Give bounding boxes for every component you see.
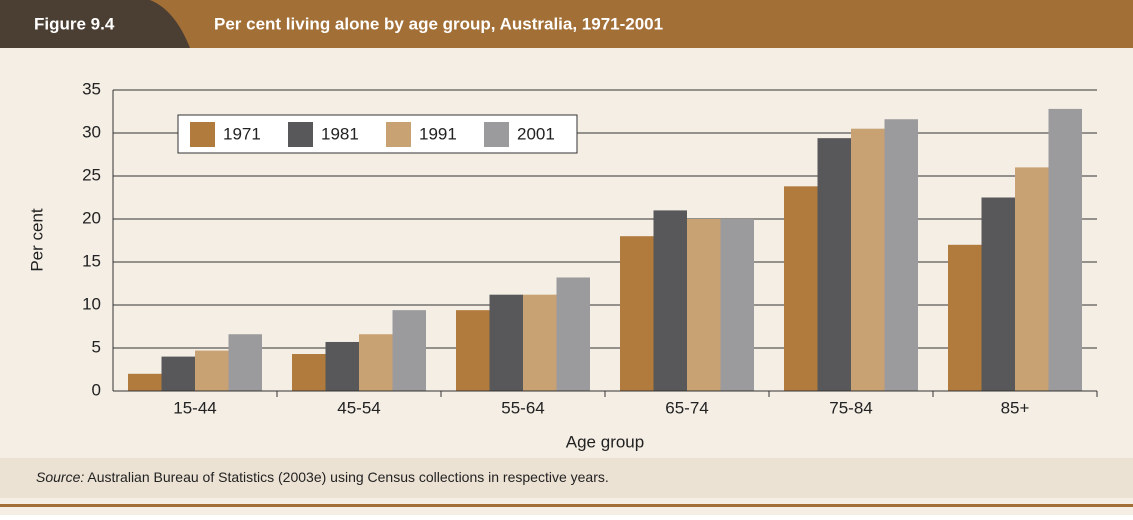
source-label: Source: — [36, 469, 84, 485]
bar — [292, 354, 326, 391]
bar — [653, 210, 687, 391]
bar — [489, 294, 523, 391]
bar — [161, 356, 195, 391]
y-tick-label: 20 — [82, 208, 101, 227]
bar — [851, 128, 885, 391]
x-tick-label: 15-44 — [173, 398, 216, 417]
y-tick-label: 35 — [82, 79, 101, 98]
y-tick-label: 5 — [92, 337, 101, 356]
bar — [456, 310, 490, 391]
source: Source: Australian Bureau of Statistics … — [36, 469, 609, 485]
legend-swatch — [190, 122, 215, 147]
y-tick-label: 0 — [92, 380, 101, 399]
bar — [620, 236, 654, 391]
bar — [228, 334, 262, 391]
y-tick-label: 15 — [82, 251, 101, 270]
y-tick-label: 25 — [82, 165, 101, 184]
figure-tab — [0, 0, 190, 48]
legend-swatch — [288, 122, 313, 147]
bar — [359, 334, 393, 391]
bar — [1015, 167, 1049, 391]
bar — [784, 186, 818, 391]
header-bar — [0, 0, 1133, 48]
legend-label: 1981 — [321, 124, 359, 143]
bar — [687, 219, 721, 391]
x-axis-label: Age group — [566, 432, 644, 451]
footer-rule — [0, 504, 1133, 507]
bar — [884, 119, 918, 392]
bar — [948, 244, 982, 391]
bar — [981, 197, 1015, 391]
figure-label: Figure 9.4 — [34, 14, 115, 33]
legend-label: 2001 — [517, 124, 555, 143]
legend-label: 1971 — [223, 124, 261, 143]
source-text: Australian Bureau of Statistics (2003e) … — [87, 469, 608, 485]
legend-box — [177, 114, 578, 154]
x-tick-label: 65-74 — [665, 398, 708, 417]
bar — [523, 294, 557, 391]
y-tick-label: 10 — [82, 294, 101, 313]
bar — [392, 310, 426, 391]
bar — [817, 138, 851, 391]
bar — [325, 341, 359, 391]
bar — [128, 373, 162, 391]
bar — [720, 219, 754, 391]
y-tick-label: 30 — [82, 122, 101, 141]
y-axis-label: Per cent — [27, 208, 46, 272]
legend-swatch — [386, 122, 411, 147]
x-tick-label: 85+ — [1001, 398, 1030, 417]
x-tick-label: 75-84 — [829, 398, 872, 417]
bar — [1048, 108, 1082, 392]
source-strip — [0, 458, 1133, 498]
bar — [556, 277, 590, 391]
legend-swatch — [484, 122, 509, 147]
x-tick-label: 55-64 — [501, 398, 544, 417]
chart-title: Per cent living alone by age group, Aust… — [214, 14, 663, 33]
x-tick-label: 45-54 — [337, 398, 380, 417]
legend-label: 1991 — [419, 124, 457, 143]
bar — [195, 350, 229, 391]
